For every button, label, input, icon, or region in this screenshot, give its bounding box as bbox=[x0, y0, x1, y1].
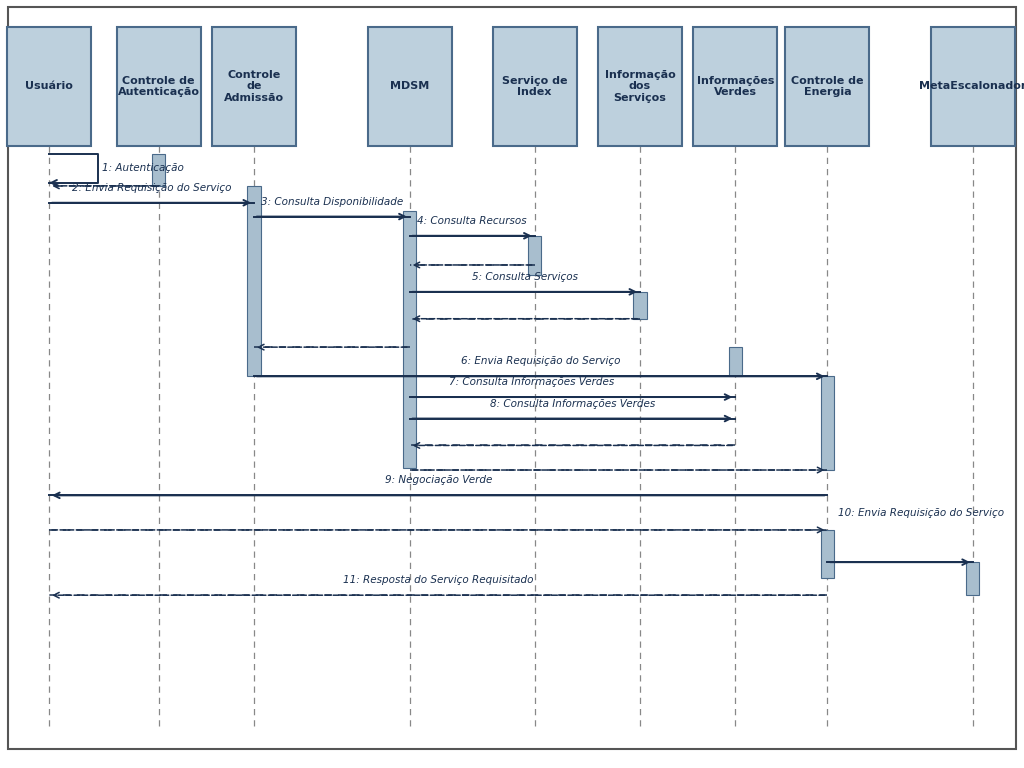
Bar bbox=[693, 27, 777, 146]
Text: 2: Envia Requisição do Serviço: 2: Envia Requisição do Serviço bbox=[72, 183, 231, 193]
Text: 7: Consulta Informações Verdes: 7: Consulta Informações Verdes bbox=[449, 377, 614, 387]
Bar bbox=[785, 27, 869, 146]
Bar bbox=[7, 27, 91, 146]
Text: Informação
dos
Serviços: Informação dos Serviços bbox=[604, 70, 676, 103]
Text: Controle
de
Admissão: Controle de Admissão bbox=[224, 70, 284, 103]
Bar bbox=[212, 27, 296, 146]
Bar bbox=[403, 211, 416, 468]
Bar bbox=[821, 376, 835, 470]
Bar bbox=[821, 530, 835, 578]
Text: 1: Autenticação: 1: Autenticação bbox=[102, 163, 184, 174]
Text: 6: Envia Requisição do Serviço: 6: Envia Requisição do Serviço bbox=[461, 356, 621, 366]
Bar bbox=[493, 27, 577, 146]
Bar bbox=[117, 27, 201, 146]
Text: Serviço de
Index: Serviço de Index bbox=[502, 75, 567, 98]
Text: Usuário: Usuário bbox=[26, 81, 73, 91]
Text: Informações
Verdes: Informações Verdes bbox=[696, 75, 774, 98]
Text: 5: Consulta Serviços: 5: Consulta Serviços bbox=[472, 272, 578, 282]
Text: MetaEscalonador: MetaEscalonador bbox=[920, 81, 1024, 91]
Text: 10: Envia Requisição do Serviço: 10: Envia Requisição do Serviço bbox=[838, 508, 1004, 518]
Bar bbox=[967, 562, 979, 595]
Bar bbox=[368, 27, 452, 146]
Text: 9: Negociação Verde: 9: Negociação Verde bbox=[385, 475, 492, 485]
Bar bbox=[152, 154, 166, 186]
Text: Controle de
Energia: Controle de Energia bbox=[792, 75, 863, 98]
Bar bbox=[528, 236, 542, 275]
Bar bbox=[248, 186, 260, 376]
Text: 8: Consulta Informações Verdes: 8: Consulta Informações Verdes bbox=[489, 399, 655, 409]
Text: 4: Consulta Recursos: 4: Consulta Recursos bbox=[417, 216, 527, 226]
Bar bbox=[931, 27, 1015, 146]
Bar bbox=[729, 347, 741, 376]
Text: Controle de
Autenticação: Controle de Autenticação bbox=[118, 75, 200, 98]
Bar bbox=[633, 292, 647, 319]
Bar bbox=[598, 27, 682, 146]
Text: 3: Consulta Disponibilidade: 3: Consulta Disponibilidade bbox=[261, 197, 402, 207]
Text: 11: Resposta do Serviço Requisitado: 11: Resposta do Serviço Requisitado bbox=[343, 575, 534, 585]
Text: MDSM: MDSM bbox=[390, 81, 429, 91]
